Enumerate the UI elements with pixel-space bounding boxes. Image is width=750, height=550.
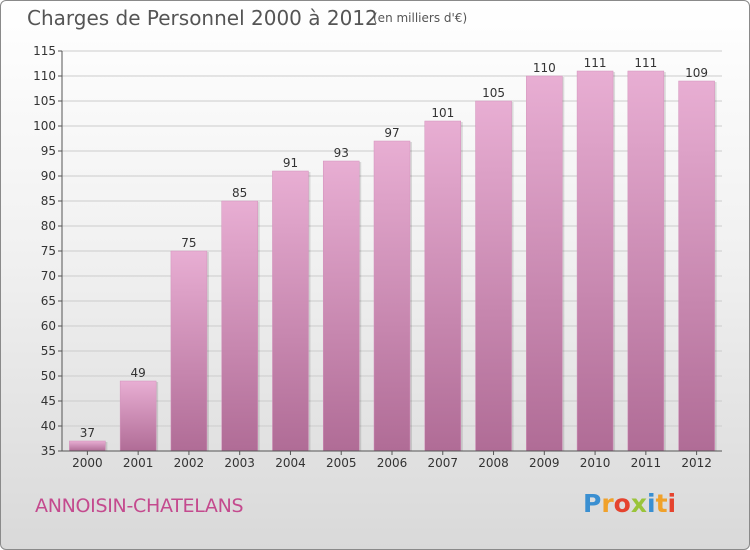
bar-2005: [322, 160, 360, 452]
y-tick-label: 85: [41, 194, 56, 208]
data-label-2008: 105: [482, 86, 505, 100]
data-label-2007: 101: [431, 106, 454, 120]
bar-2000: [69, 440, 106, 452]
data-label-2002: 75: [181, 236, 196, 250]
x-tick-label: 2011: [631, 456, 662, 470]
bar-2003: [221, 200, 258, 452]
bars: 37 49 75 85 91 93 97 101 105 110 111 111 109: [69, 56, 717, 452]
x-tick-label: 2006: [377, 456, 408, 470]
y-tick-label: 45: [41, 394, 56, 408]
bar-2004: [272, 170, 309, 452]
bar-2010: [576, 70, 614, 452]
data-label-2004: 91: [283, 156, 298, 170]
x-tick-label: 2010: [580, 456, 611, 470]
data-label-2003: 85: [232, 186, 247, 200]
y-tick-label: 105: [33, 94, 56, 108]
axes: 35 40 45 50 55 60 65 70 75 80 85 90 95 100 105 110 115 20…: [33, 44, 722, 470]
bar-2002: [170, 250, 208, 452]
y-tick-label: 40: [41, 419, 56, 433]
x-tick-label: 2008: [478, 456, 509, 470]
x-tick-label: 2007: [427, 456, 458, 470]
chart-subtitle: (en milliers d'€): [373, 11, 468, 25]
data-label-2001: 49: [131, 366, 146, 380]
x-tick-label: 2003: [224, 456, 255, 470]
proxiti-logo: Proxiti: [583, 489, 677, 518]
y-tick-label: 80: [41, 219, 56, 233]
y-tick-label: 55: [41, 344, 56, 358]
y-tick-label: 50: [41, 369, 56, 383]
bar-2012: [678, 80, 715, 452]
y-tick-label: 115: [33, 44, 56, 58]
y-tick-label: 70: [41, 269, 56, 283]
bar-2009: [526, 75, 563, 452]
bar-2011: [627, 70, 665, 452]
bar-2007: [424, 120, 462, 452]
y-tick-label: 35: [41, 444, 56, 458]
y-tick-label: 95: [41, 144, 56, 158]
x-tick-label: 2004: [275, 456, 306, 470]
data-label-2010: 111: [584, 56, 607, 70]
data-label-2009: 110: [533, 61, 556, 75]
data-label-2005: 93: [334, 146, 349, 160]
y-tick-label: 90: [41, 169, 56, 183]
x-tick-label: 2005: [326, 456, 357, 470]
bar-2008: [475, 100, 512, 452]
commune-name: ANNOISIN-CHATELANS: [35, 495, 244, 517]
y-tick-label: 60: [41, 319, 56, 333]
data-label-2000: 37: [80, 426, 95, 440]
y-tick-label: 65: [41, 294, 56, 308]
y-tick-label: 100: [33, 119, 56, 133]
chart-title: Charges de Personnel 2000 à 2012: [27, 6, 378, 30]
x-tick-label: 2002: [174, 456, 205, 470]
y-tick-label: 110: [33, 69, 56, 83]
x-tick-label: 2001: [123, 456, 154, 470]
x-tick-label: 2012: [681, 456, 712, 470]
x-tick-label: 2000: [72, 456, 103, 470]
y-tick-label: 75: [41, 244, 56, 258]
x-tick-label: 2009: [529, 456, 560, 470]
bar-2006: [373, 140, 411, 452]
data-label-2006: 97: [384, 126, 399, 140]
bar-2001: [119, 380, 157, 452]
data-label-2011: 111: [634, 56, 657, 70]
data-label-2012: 109: [685, 66, 708, 80]
